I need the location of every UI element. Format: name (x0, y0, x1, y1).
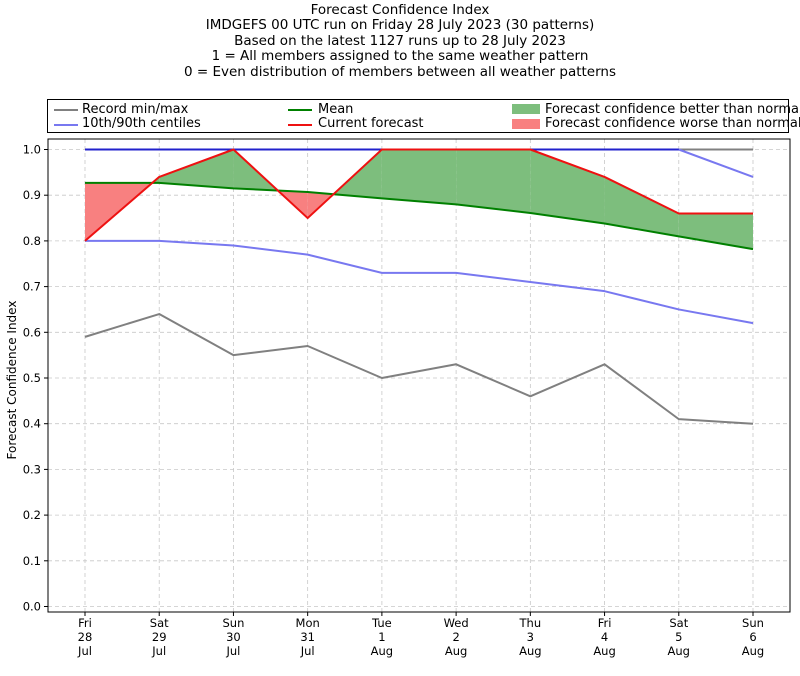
legend-swatch-worse (512, 119, 540, 129)
chart-subtitle-one: 1 = All members assigned to the same wea… (211, 48, 589, 65)
x-tick-label: 4 (601, 630, 608, 644)
legend-swatch-centiles (54, 124, 78, 126)
x-tick-label: Jul (300, 644, 315, 658)
plot-frame (47, 138, 791, 613)
legend-label-current: Current forecast (318, 116, 424, 131)
y-tick-label: 0.4 (23, 417, 41, 431)
x-tick-label: 5 (675, 630, 682, 644)
chart-subtitle-run: IMDGEFS 00 UTC run on Friday 28 July 202… (205, 17, 595, 34)
x-tick-label: Sun (742, 616, 764, 630)
x-tick-label: Jul (225, 644, 240, 658)
x-tick-label: 2 (452, 630, 459, 644)
series-mean-line (85, 181, 754, 251)
y-tick-label: 0.7 (23, 280, 41, 294)
chart-subtitle-zero: 0 = Even distribution of members between… (183, 63, 617, 80)
legend-swatch-mean (288, 109, 312, 111)
x-tick-label: 6 (749, 630, 756, 644)
x-tick-label: Fri (598, 616, 612, 630)
x-tick-label: 3 (527, 630, 534, 644)
legend-swatch-record (54, 109, 78, 111)
x-tick-label: Tue (371, 616, 392, 630)
x-tick-label: Aug (742, 644, 764, 658)
y-tick-label: 0.3 (23, 462, 41, 476)
x-tick-label: Jul (151, 644, 166, 658)
x-tick-label: Wed (444, 616, 469, 630)
x-tick-label: Thu (519, 616, 542, 630)
y-tick-label: 1.0 (23, 143, 41, 157)
x-tick-label: Sat (150, 616, 169, 630)
x-tick-label: Aug (519, 644, 541, 658)
x-tick-label: 1 (378, 630, 385, 644)
confidence-better-area (159, 149, 234, 189)
chart-title-block: Forecast Confidence Index IMDGEFS 00 UTC… (0, 2, 800, 80)
x-tick-label: Mon (296, 616, 320, 630)
x-tick-label: Aug (371, 644, 393, 658)
y-tick-label: 0.9 (23, 188, 41, 202)
y-tick-label: 0.6 (23, 325, 41, 339)
legend-swatch-current (288, 124, 312, 126)
confidence-better-area (604, 176, 679, 237)
y-tick-label: 0.1 (23, 554, 41, 568)
legend-swatch-better (512, 104, 540, 114)
legend-label-centiles: 10th/90th centiles (82, 116, 201, 131)
y-tick-label: 0.5 (23, 371, 41, 385)
confidence-better-area (381, 149, 457, 205)
confidence-better-area (678, 213, 753, 250)
x-tick-label: Aug (445, 644, 467, 658)
x-tick-label: Sat (669, 616, 688, 630)
x-tick-label: Sun (222, 616, 244, 630)
legend-label-mean: Mean (318, 102, 354, 117)
confidence-better-area (456, 149, 531, 214)
x-tick-label: 31 (300, 630, 315, 644)
x-tick-label: Fri (78, 616, 92, 630)
y-tick-label: 0.2 (23, 508, 41, 522)
series-current-forecast-line (84, 148, 753, 242)
x-tick-label: Aug (593, 644, 615, 658)
legend-label-worse: Forecast confidence worse than normal (545, 116, 800, 131)
x-tick-label: Jul (77, 644, 92, 658)
legend-label-record: Record min/max (82, 102, 189, 117)
confidence-better-area (530, 149, 605, 224)
chart-legend: Record min/max 10th/90th centiles Mean C… (47, 99, 800, 133)
y-tick-label: 0.0 (23, 600, 41, 614)
chart-subtitle-runs: Based on the latest 1127 runs up to 28 J… (234, 32, 566, 49)
x-tick-label: 29 (152, 630, 167, 644)
series-10th-centile-line (85, 239, 754, 325)
series-record-min-line (84, 313, 754, 425)
legend-label-better: Forecast confidence better than normal (545, 102, 800, 117)
x-tick-label: 28 (78, 630, 93, 644)
x-tick-label: 30 (226, 630, 241, 644)
y-tick-label: 0.8 (23, 234, 41, 248)
x-tick-label: Aug (668, 644, 690, 658)
chart-title: Forecast Confidence Index (310, 2, 490, 18)
